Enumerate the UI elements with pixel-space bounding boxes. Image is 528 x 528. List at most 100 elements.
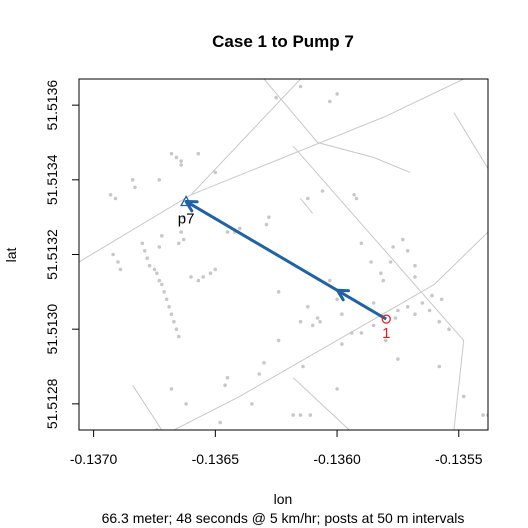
- fatality-point: [174, 155, 179, 160]
- fatality-point: [413, 275, 417, 279]
- x-tick-label: -0.1360: [313, 451, 361, 467]
- fatality-point: [181, 237, 186, 242]
- fatality-point: [354, 196, 359, 201]
- fatality-point: [276, 338, 281, 343]
- fatality-point: [405, 249, 410, 253]
- fatality-point: [298, 413, 303, 417]
- fatality-point: [439, 297, 444, 302]
- fatality-point: [340, 342, 344, 346]
- fatality-point: [430, 293, 434, 298]
- fatality-point: [306, 305, 310, 309]
- fatality-point: [179, 230, 183, 234]
- y-tick-label: 51.5136: [44, 80, 60, 131]
- x-tick-label: -0.1370: [70, 451, 118, 467]
- y-tick-label: 51.5134: [44, 154, 60, 205]
- road-line: [190, 79, 301, 196]
- fatality-point: [391, 245, 395, 249]
- fatality-point: [147, 263, 152, 268]
- fatality-point: [320, 189, 325, 193]
- case-marker: [381, 314, 391, 324]
- fatality-point: [318, 319, 322, 324]
- fatality-point: [335, 92, 339, 96]
- fatality-point: [213, 170, 218, 175]
- fatality-point: [264, 222, 269, 227]
- fatality-point: [196, 151, 201, 156]
- road-line: [300, 198, 314, 214]
- fatality-point: [145, 256, 149, 261]
- fatality-point: [383, 338, 388, 343]
- fatality-point: [328, 99, 332, 104]
- fatality-point: [405, 305, 410, 309]
- fatality-point: [359, 331, 364, 335]
- fatality-point: [276, 290, 281, 294]
- fatality-point: [381, 278, 386, 283]
- fatality-point: [181, 215, 186, 219]
- pump-label: p7: [178, 210, 195, 227]
- fatality-point: [162, 290, 166, 294]
- fatality-point: [160, 282, 164, 287]
- road-line: [453, 340, 465, 430]
- road-line: [453, 112, 488, 169]
- fatality-point: [340, 312, 344, 317]
- fatality-point: [169, 151, 174, 156]
- fatality-point: [179, 163, 183, 167]
- fatality-point: [420, 301, 425, 305]
- fatality-point: [196, 278, 201, 283]
- fatality-point: [257, 372, 262, 376]
- fatality-point: [401, 237, 405, 242]
- fatality-point: [201, 275, 205, 279]
- fatality-point: [371, 301, 376, 305]
- fatality-point: [427, 308, 432, 313]
- fatality-point: [140, 241, 145, 246]
- fatality-point: [118, 267, 123, 272]
- fatality-point: [335, 297, 339, 302]
- road-line: [132, 384, 163, 430]
- fatality-point: [167, 305, 171, 309]
- fatality-point: [461, 394, 466, 399]
- case-label: 1: [382, 325, 390, 342]
- fatality-point: [310, 323, 315, 328]
- road-line: [172, 231, 488, 430]
- fatality-point: [169, 387, 174, 391]
- fatality-point: [388, 260, 393, 264]
- fatality-point: [113, 196, 118, 201]
- fatality-point: [328, 278, 332, 283]
- chart-subtitle: 66.3 meter; 48 seconds @ 5 km/hr; posts …: [102, 510, 465, 526]
- fatality-point: [213, 267, 218, 272]
- fatality-point: [108, 193, 113, 197]
- fatality-point: [177, 334, 181, 339]
- fatality-point: [225, 230, 230, 234]
- pump-marker: [180, 195, 193, 207]
- fatality-point: [160, 234, 164, 238]
- fatality-point: [371, 323, 376, 328]
- fatality-point: [142, 249, 147, 253]
- y-axis-label: lat: [3, 248, 19, 263]
- y-axis: 51.5128 51.5130 51.5132 51.5134 51.5136: [44, 80, 80, 429]
- fatality-point: [172, 319, 176, 324]
- fatality-point: [133, 185, 137, 190]
- fatality-point: [437, 319, 442, 324]
- fatality-point: [298, 319, 303, 324]
- fatality-point: [298, 84, 303, 89]
- fatality-point: [223, 383, 227, 388]
- fatality-point: [306, 196, 310, 201]
- x-tick-label: -0.1365: [192, 451, 240, 467]
- fatality-point: [393, 316, 398, 320]
- fatality-point: [437, 364, 442, 369]
- fatality-point: [396, 308, 400, 313]
- fatality-point: [396, 357, 400, 361]
- fatality-point: [225, 375, 230, 380]
- fatality-point: [208, 271, 213, 276]
- fatality-point: [164, 297, 169, 302]
- fatality-point: [177, 241, 181, 246]
- fatality-point: [130, 178, 135, 182]
- fatality-point: [315, 316, 320, 320]
- fatality-point: [359, 241, 364, 246]
- fatality-point: [291, 413, 296, 417]
- fatality-point: [116, 260, 120, 264]
- road-line: [292, 377, 350, 430]
- road-line: [292, 145, 465, 341]
- fatality-point: [111, 252, 115, 257]
- fatality-point: [481, 413, 485, 417]
